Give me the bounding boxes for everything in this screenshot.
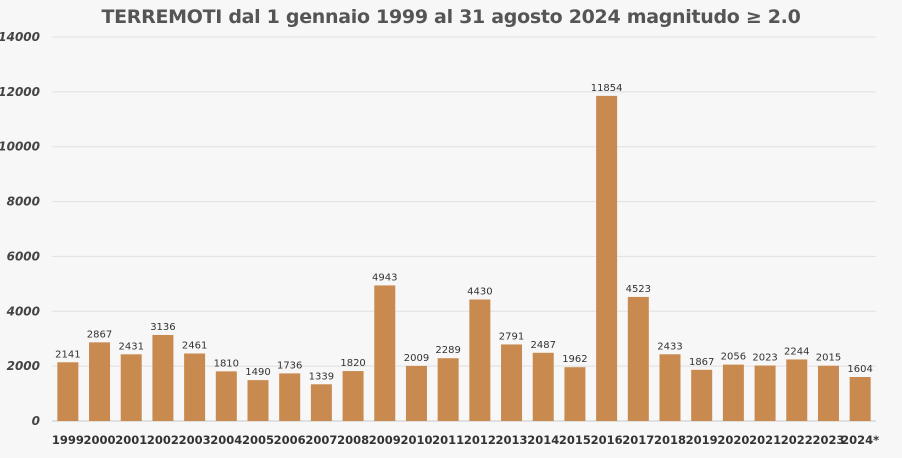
bar-2023: [817, 365, 839, 421]
x-tick-label-2001: 2001: [115, 433, 147, 447]
y-tick-label: 14000: [0, 30, 40, 44]
data-label-2019: 1867: [689, 357, 714, 368]
x-tick-label-2002: 2002: [147, 433, 179, 447]
bars: [57, 95, 871, 421]
x-tick-label-2011: 2011: [432, 433, 464, 447]
bar-2005: [247, 380, 269, 421]
bar-2003: [184, 353, 206, 421]
bar-2016: [596, 95, 618, 421]
bar-2002: [152, 334, 174, 421]
x-tick-label-2012: 2012: [464, 433, 496, 447]
x-tick-label-2013: 2013: [496, 433, 528, 447]
x-tick-label-2018: 2018: [654, 433, 686, 447]
bar-2006: [279, 373, 301, 421]
data-label-2006: 1736: [277, 360, 302, 371]
bar-2014: [532, 352, 554, 421]
data-label-2024*: 1604: [847, 364, 872, 375]
y-tick-label: 6000: [7, 249, 40, 263]
x-tick-label-1999: 1999: [52, 433, 84, 447]
bar-2013: [501, 344, 523, 421]
data-label-2023: 2015: [816, 353, 841, 364]
gridlines: [52, 36, 876, 422]
x-tick-label-2003: 2003: [179, 433, 211, 447]
data-label-1999: 2141: [55, 349, 80, 360]
x-tick-label-2015: 2015: [559, 433, 591, 447]
bar-2001: [120, 354, 142, 421]
x-tick-label-2010: 2010: [400, 433, 432, 447]
y-tick-label: 8000: [7, 195, 40, 209]
bar-2021: [754, 365, 776, 421]
data-label-2017: 4523: [626, 284, 651, 295]
bar-2020: [722, 364, 744, 421]
data-label-2020: 2056: [721, 352, 746, 363]
x-tick-label-2021: 2021: [749, 433, 781, 447]
chart-title: TERREMOTI dal 1 gennaio 1999 al 31 agost…: [101, 6, 801, 28]
x-tick-label-2019: 2019: [686, 433, 718, 447]
x-tick-label-2022: 2022: [781, 433, 813, 447]
y-tick-label: 4000: [6, 304, 40, 318]
data-label-2015: 1962: [562, 354, 587, 365]
y-axis: 0 2000 4000 6000 8000 10000 12000 14000: [0, 30, 40, 428]
x-axis: 1999 2000 2001 2002 2003 2004 2005 2006 2007 2008…: [52, 433, 879, 447]
bar-1999: [57, 362, 79, 421]
data-label-2018: 2433: [657, 341, 682, 352]
y-tick-label: 10000: [0, 140, 40, 154]
x-tick-label-2008: 2008: [337, 433, 369, 447]
bar-2024*: [849, 377, 871, 421]
x-tick-label-2007: 2007: [305, 433, 337, 447]
data-label-2001: 2431: [119, 341, 144, 352]
data-label-2011: 2289: [435, 345, 460, 356]
x-tick-label-2009: 2009: [369, 433, 401, 447]
data-label-2013: 2791: [499, 331, 524, 342]
bar-2011: [437, 358, 459, 421]
bar-2012: [469, 299, 491, 421]
x-tick-label-2024*: 2024*: [841, 433, 879, 447]
bar-2017: [627, 296, 649, 421]
x-tick-label-2017: 2017: [622, 433, 654, 447]
y-tick-label: 2000: [7, 359, 40, 373]
bar-2022: [786, 359, 808, 421]
x-tick-label-2014: 2014: [527, 433, 559, 447]
x-tick-label-2006: 2006: [274, 433, 306, 447]
data-label-2012: 4430: [467, 286, 492, 297]
y-tick-label: 0: [32, 414, 40, 428]
data-label-2016: 11854: [591, 83, 623, 94]
data-label-2014: 2487: [531, 340, 556, 351]
bar-2004: [215, 371, 237, 421]
data-labels: 2141 2867 2431 3136 2461 1810 1490 1736 1339 1820…: [55, 83, 873, 382]
data-label-2010: 2009: [404, 353, 429, 364]
data-label-2009: 4943: [372, 272, 397, 283]
x-tick-label-2016: 2016: [591, 433, 623, 447]
data-label-2005: 1490: [245, 367, 270, 378]
data-label-2003: 2461: [182, 340, 207, 351]
bar-2015: [564, 367, 586, 421]
bar-2008: [342, 371, 364, 421]
data-label-2021: 2023: [752, 353, 777, 364]
x-tick-label-2005: 2005: [242, 433, 274, 447]
data-label-2022: 2244: [784, 346, 809, 357]
bar-2000: [89, 342, 111, 421]
data-label-2000: 2867: [87, 329, 112, 340]
data-label-2002: 3136: [150, 322, 175, 333]
bar-2007: [310, 384, 332, 421]
data-label-2007: 1339: [309, 371, 334, 382]
x-tick-label-2023: 2023: [812, 433, 844, 447]
bar-2019: [691, 369, 713, 421]
bar-2009: [374, 285, 396, 421]
bar-2010: [405, 365, 427, 421]
x-tick-label-2004: 2004: [210, 433, 242, 447]
bar-2018: [659, 354, 681, 421]
data-label-2004: 1810: [214, 358, 239, 369]
x-tick-label-2020: 2020: [717, 433, 749, 447]
x-tick-label-2000: 2000: [84, 433, 116, 447]
data-label-2008: 1820: [340, 358, 365, 369]
y-tick-label: 12000: [0, 85, 40, 99]
